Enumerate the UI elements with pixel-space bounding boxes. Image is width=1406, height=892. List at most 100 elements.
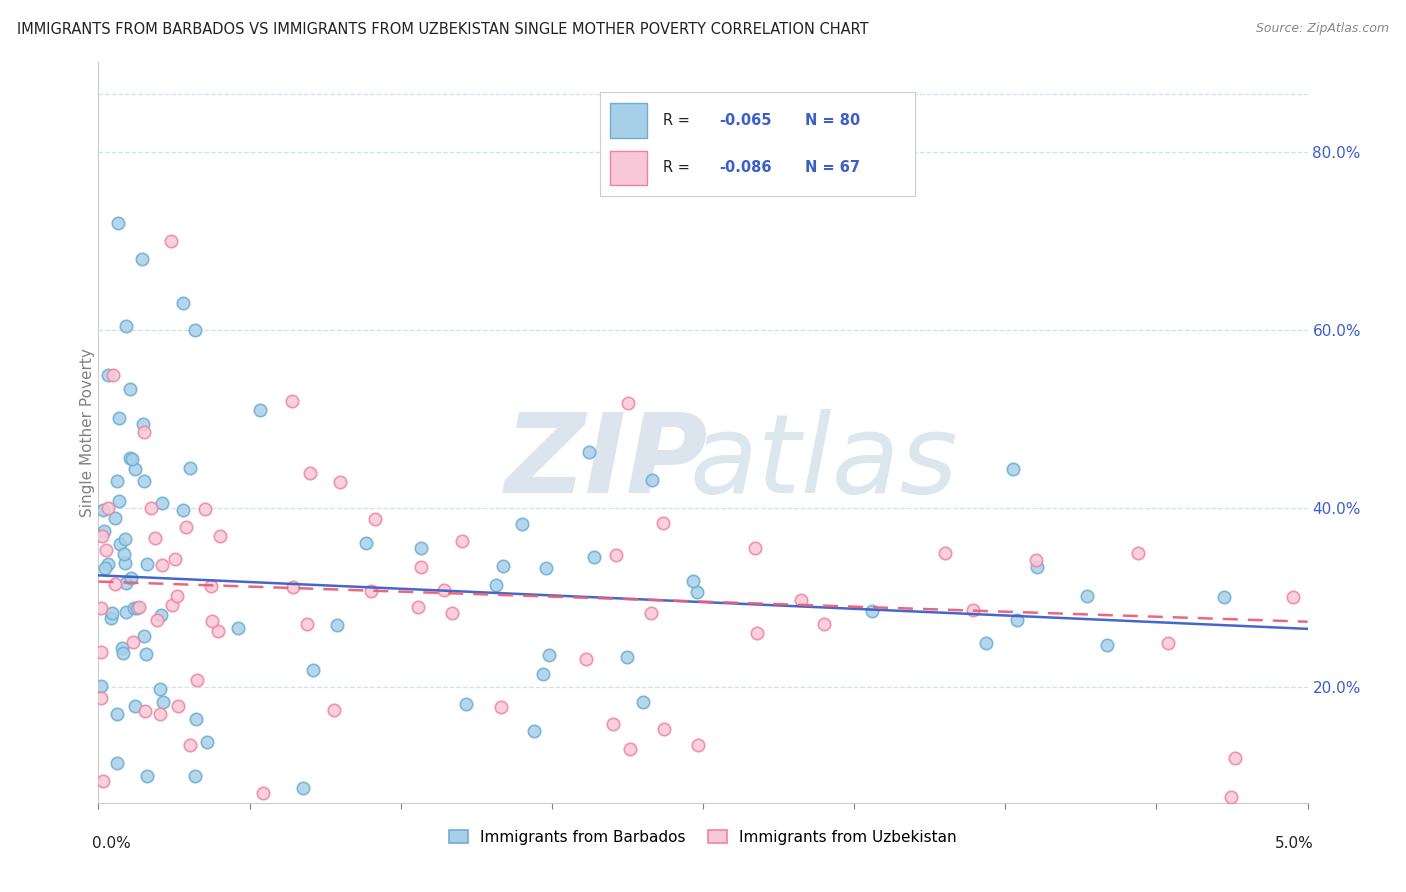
- Point: [1220, 790, 1243, 805]
- Point: [682, 574, 704, 589]
- Point: [172, 296, 194, 310]
- Point: [195, 735, 218, 749]
- Point: [111, 641, 134, 656]
- Point: [152, 695, 174, 709]
- Point: [1026, 559, 1049, 574]
- Point: [107, 216, 129, 230]
- Point: [160, 234, 183, 248]
- Point: [105, 756, 128, 771]
- Point: [131, 252, 153, 266]
- Point: [150, 496, 173, 510]
- Point: [1076, 589, 1098, 603]
- Point: [295, 617, 318, 632]
- Point: [114, 532, 136, 546]
- Point: [747, 626, 769, 640]
- Point: [201, 614, 224, 628]
- Point: [523, 724, 546, 739]
- Point: [652, 722, 675, 736]
- Text: ZIP: ZIP: [505, 409, 709, 516]
- Point: [1025, 553, 1047, 567]
- Point: [974, 635, 997, 649]
- Point: [194, 501, 217, 516]
- Point: [143, 531, 166, 545]
- Point: [107, 494, 129, 508]
- Point: [172, 503, 194, 517]
- Point: [114, 576, 136, 591]
- Point: [582, 549, 605, 564]
- Point: [411, 559, 433, 574]
- Point: [432, 582, 454, 597]
- Point: [167, 699, 190, 714]
- Point: [602, 716, 624, 731]
- Point: [492, 559, 515, 574]
- Point: [134, 629, 156, 643]
- Point: [1223, 751, 1246, 765]
- Point: [962, 603, 984, 617]
- Point: [107, 410, 129, 425]
- Point: [184, 323, 207, 337]
- Point: [120, 382, 142, 396]
- Point: [409, 541, 432, 555]
- Point: [166, 589, 188, 603]
- Point: [326, 618, 349, 632]
- Point: [456, 697, 478, 711]
- Point: [124, 698, 146, 713]
- Point: [408, 600, 430, 615]
- Legend: Immigrants from Barbados, Immigrants from Uzbekistan: Immigrants from Barbados, Immigrants fro…: [443, 823, 963, 851]
- Point: [302, 663, 325, 677]
- Point: [90, 600, 112, 615]
- Point: [104, 510, 127, 524]
- Point: [860, 604, 883, 618]
- Point: [132, 417, 155, 431]
- Point: [115, 319, 138, 334]
- Point: [165, 552, 187, 566]
- Point: [1157, 635, 1180, 649]
- Point: [90, 645, 112, 659]
- Point: [686, 738, 709, 752]
- Point: [451, 534, 474, 549]
- Point: [510, 516, 533, 531]
- Point: [122, 601, 145, 615]
- Point: [1095, 638, 1118, 652]
- Point: [1282, 590, 1305, 604]
- Point: [134, 425, 156, 439]
- Point: [101, 368, 124, 382]
- Point: [1213, 590, 1236, 604]
- Point: [1002, 461, 1025, 475]
- Point: [616, 650, 638, 665]
- Point: [135, 769, 157, 783]
- Point: [489, 699, 512, 714]
- Point: [101, 606, 124, 620]
- Point: [208, 529, 231, 543]
- Point: [1007, 613, 1029, 627]
- Point: [617, 395, 640, 409]
- Point: [226, 621, 249, 635]
- Point: [125, 601, 148, 615]
- Point: [141, 501, 163, 516]
- Point: [122, 635, 145, 649]
- Point: [179, 738, 201, 752]
- Point: [120, 571, 142, 585]
- Point: [132, 474, 155, 488]
- Y-axis label: Single Mother Poverty: Single Mother Poverty: [80, 348, 94, 517]
- Point: [322, 703, 344, 717]
- Point: [149, 608, 172, 623]
- Point: [298, 466, 321, 480]
- Point: [91, 503, 114, 517]
- Point: [111, 646, 134, 660]
- Point: [105, 475, 128, 489]
- Point: [100, 610, 122, 624]
- Point: [575, 651, 598, 665]
- Point: [619, 742, 641, 756]
- Point: [114, 557, 136, 571]
- Point: [360, 584, 382, 599]
- Point: [93, 524, 115, 538]
- Point: [135, 647, 157, 661]
- Point: [813, 617, 835, 632]
- Point: [744, 541, 766, 555]
- Point: [531, 666, 554, 681]
- Point: [207, 624, 229, 639]
- Point: [128, 599, 150, 614]
- Point: [121, 452, 143, 467]
- Point: [149, 681, 172, 696]
